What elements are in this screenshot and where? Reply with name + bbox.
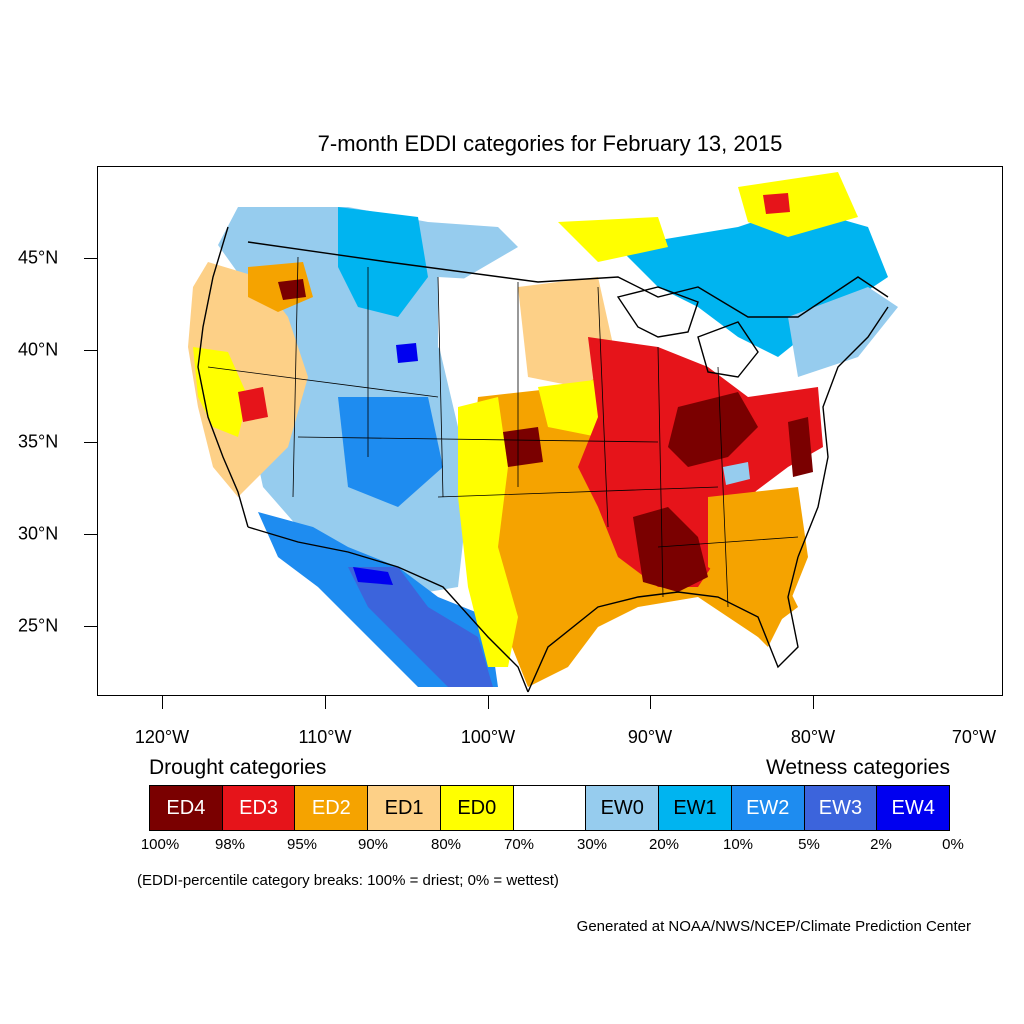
legend-swatch-label: EW0 [600, 796, 644, 819]
legend-swatch-ed4: ED4 [150, 786, 223, 830]
map-title: 7-month EDDI categories for February 13,… [317, 131, 783, 156]
region-rockies-ew1 [338, 207, 428, 317]
legend-swatch-label: ED2 [311, 796, 351, 819]
legend-swatch-label: EW1 [673, 796, 717, 819]
region-ohio-ed4 [668, 392, 758, 467]
legend-swatch-label: ED4 [166, 796, 206, 819]
legend-swatch-neutral [513, 786, 587, 830]
region-va-ed4 [788, 417, 813, 477]
region-ontario-ed0 [558, 217, 668, 262]
drought-categories-heading: Drought categories [149, 756, 327, 779]
y-tickmark [84, 626, 97, 627]
y-tickmark [84, 442, 97, 443]
legend-swatch-label: EW4 [891, 796, 935, 819]
x-tick-label: 120°W [134, 727, 190, 747]
y-tick-label: 45°N [18, 247, 59, 268]
eddi-map [188, 172, 898, 693]
percent-break-label: 10% [722, 836, 754, 853]
percent-break-label: 5% [798, 836, 820, 853]
legend-swatch-ed0: ED0 [440, 786, 514, 830]
boundary-lines [197, 226, 889, 693]
legend-swatch-ed3: ED3 [222, 786, 296, 830]
us-mexico-border [247, 526, 529, 693]
y-tick-label: 30°N [18, 523, 59, 544]
legend-swatch-ed2: ED2 [295, 786, 369, 830]
region-plains-white [438, 277, 528, 377]
legend-swatch-label: EW2 [746, 796, 790, 819]
region-southeast-ed2 [708, 487, 808, 647]
percent-break-label: 2% [870, 836, 892, 853]
region-sw-ew3 [348, 567, 493, 687]
legend-color-bar: ED4 ED3 ED2 ED1 ED0 EW0 EW1 EW2 EW3 EW4 [149, 785, 950, 831]
percent-break-label: 98% [214, 836, 246, 853]
legend-swatch-ew0: EW0 [586, 786, 660, 830]
x-tick-label: 90°W [627, 727, 673, 747]
region-west-coast-ed [188, 262, 308, 497]
percent-break-label: 70% [503, 836, 535, 853]
legend-swatch-ew4: EW4 [877, 786, 950, 830]
region-plains-ed0 [458, 397, 518, 667]
wetness-categories-heading: Wetness categories [765, 756, 950, 779]
map-panel [97, 166, 1003, 696]
x-tickmark [488, 696, 489, 709]
legend-swatch-ew3: EW3 [804, 786, 878, 830]
x-tickmark [325, 696, 326, 709]
percent-break-label: 0% [942, 836, 964, 853]
x-tick-label: 100°W [460, 727, 516, 747]
region-carolina-ew0 [723, 462, 750, 485]
region-quebec-ew0 [788, 287, 898, 377]
x-tickmark [162, 696, 163, 709]
region-delta-ed4 [633, 507, 708, 592]
region-wyoming-ew3 [396, 343, 418, 363]
percent-break-label: 30% [576, 836, 608, 853]
region-idaho-ed4 [278, 279, 306, 300]
y-tick-label: 25°N [18, 615, 59, 636]
y-tickmark [84, 258, 97, 259]
percent-break-label: 80% [430, 836, 462, 853]
gulf-coast [527, 556, 799, 693]
region-kansas-ed4 [503, 427, 543, 467]
region-quebec-ed0 [738, 172, 858, 237]
y-tickmark [84, 350, 97, 351]
legend-swatch-label: ED1 [384, 796, 424, 819]
x-tick-label: 110°W [298, 727, 352, 747]
percent-break-label: 20% [648, 836, 680, 853]
region-colorado-ew2 [338, 397, 443, 507]
region-tx-ew4 [353, 567, 393, 585]
y-tick-label: 35°N [18, 431, 59, 452]
legend-swatch-ew2: EW2 [731, 786, 805, 830]
us-canada-border [247, 241, 889, 318]
east-coast [797, 306, 889, 558]
great-lakes [616, 286, 759, 378]
legend-swatch-label: ED3 [239, 796, 279, 819]
x-tick-label: 80°W [790, 727, 836, 747]
region-oregon-ed0 [193, 347, 248, 437]
legend-swatch-label: EW3 [818, 796, 863, 819]
y-tickmark [84, 534, 97, 535]
category-breaks-note: (EDDI-percentile category breaks: 100% =… [137, 872, 559, 889]
y-tick-label: 40°N [18, 339, 59, 360]
percent-break-label: 90% [357, 836, 389, 853]
region-quebec-ed3 [763, 193, 790, 214]
credit-line: Generated at NOAA/NWS/NCEP/Climate Predi… [576, 918, 971, 935]
legend-swatch-label: ED0 [457, 796, 497, 819]
percent-break-label: 95% [286, 836, 318, 853]
x-tickmark [813, 696, 814, 709]
x-tick-label: 70°W [951, 727, 997, 747]
west-coast [197, 226, 249, 528]
percent-break-label: 100% [140, 836, 180, 853]
x-tickmark [650, 696, 651, 709]
region-nevada-ed3 [238, 387, 268, 422]
legend-swatch-ed1: ED1 [368, 786, 441, 830]
legend-swatch-ew1: EW1 [659, 786, 732, 830]
interstate-lines [207, 256, 799, 608]
